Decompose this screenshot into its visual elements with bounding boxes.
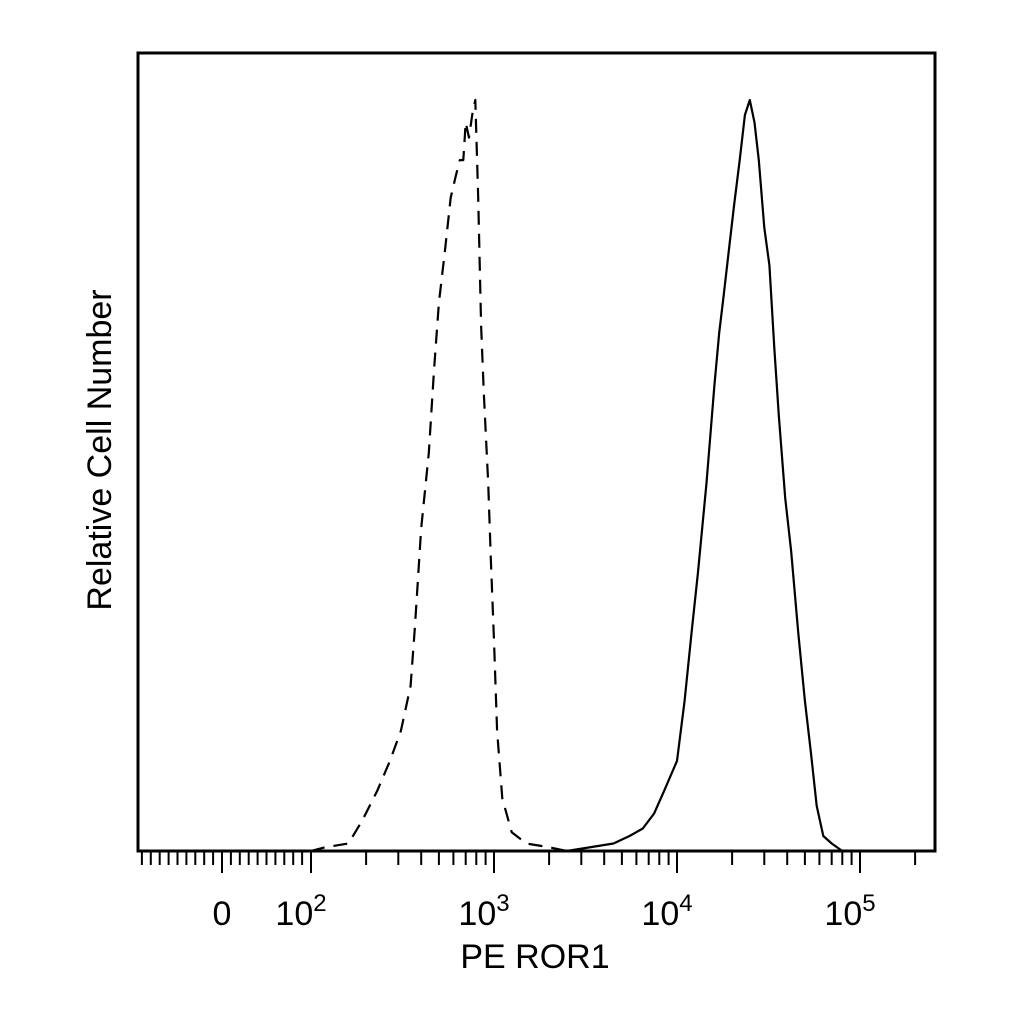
series-layer [310,98,933,853]
x-axis-label: PE ROR1 [460,938,609,976]
x-axis-tick-labels: 0 102 103 104 105 [213,890,876,933]
x-tick-label: 0 [213,895,232,933]
x-tick-label: 103 [458,890,509,933]
x-tick-label: 102 [275,890,326,933]
series-solid-histogram [566,98,933,853]
series-dashed-histogram [310,98,860,853]
y-axis-label: Relative Cell Number [81,289,119,610]
x-axis-ticks [140,851,917,873]
x-tick-label: 105 [824,890,875,933]
plot-frame [136,51,937,853]
x-tick-label: 104 [641,890,692,933]
